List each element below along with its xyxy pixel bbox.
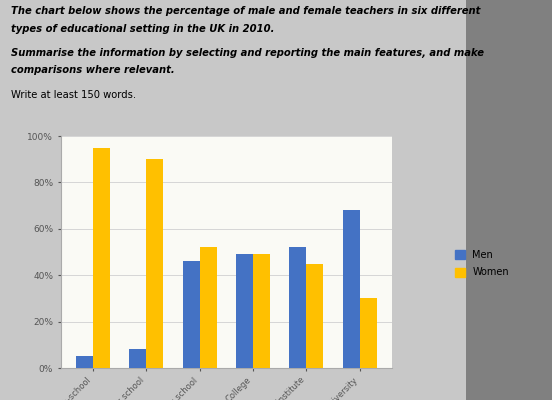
Text: Summarise the information by selecting and reporting the main features, and make: Summarise the information by selecting a… bbox=[11, 48, 484, 58]
Bar bbox=[183, 261, 200, 368]
Legend: Men, Women: Men, Women bbox=[451, 246, 513, 281]
Bar bbox=[343, 210, 360, 368]
Bar bbox=[253, 254, 270, 368]
Bar bbox=[200, 247, 217, 368]
Text: comparisons where relevant.: comparisons where relevant. bbox=[11, 65, 174, 75]
Bar bbox=[306, 264, 323, 368]
Text: The chart below shows the percentage of male and female teachers in six differen: The chart below shows the percentage of … bbox=[11, 6, 480, 16]
Bar bbox=[76, 356, 93, 368]
Text: types of educational setting in the UK in 2010.: types of educational setting in the UK i… bbox=[11, 24, 274, 34]
Bar bbox=[146, 159, 163, 368]
Bar bbox=[129, 350, 146, 368]
Text: Write at least 150 words.: Write at least 150 words. bbox=[11, 90, 136, 100]
Bar bbox=[360, 298, 377, 368]
Bar bbox=[236, 254, 253, 368]
Bar bbox=[93, 148, 110, 368]
Bar bbox=[289, 247, 306, 368]
